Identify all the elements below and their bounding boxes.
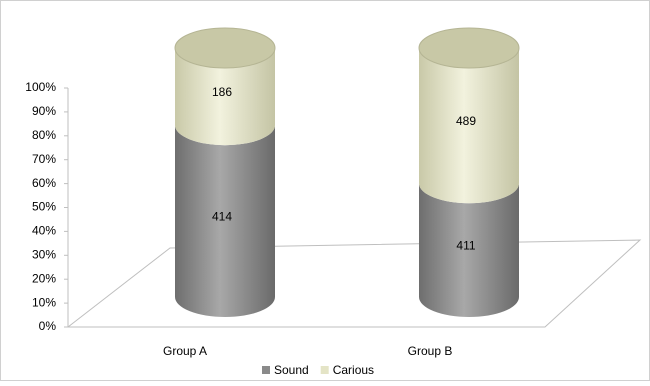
floor: [66, 239, 642, 328]
cylinder-segment: [175, 125, 275, 317]
y-tick-label: 60%: [32, 176, 56, 190]
legend-label: Carious: [333, 363, 374, 377]
y-tick-label: 20%: [32, 271, 56, 285]
x-tick-label: Group B: [408, 344, 453, 358]
cylinder-top: [418, 27, 520, 69]
cylinder-top: [174, 27, 276, 69]
y-tick-label: 50%: [32, 200, 56, 214]
legend-swatch: [320, 366, 329, 374]
data-label: 411: [456, 238, 475, 252]
y-tick-label: 30%: [32, 247, 56, 261]
y-tick-label: 80%: [32, 128, 56, 142]
y-tick-label: 70%: [32, 152, 56, 166]
cylinder-segment: [419, 183, 519, 317]
cylinder-segment: [419, 48, 519, 204]
data-label: 186: [212, 85, 232, 99]
y-tick-label: 100%: [25, 80, 56, 94]
x-tick-label: Group A: [163, 344, 207, 358]
data-label: 489: [456, 114, 476, 128]
y-tick-label: 40%: [32, 224, 56, 238]
cylinder-segment: [175, 48, 275, 146]
y-tick-label: 10%: [32, 295, 56, 309]
y-tick-label: 0%: [39, 319, 57, 333]
data-label: 414: [212, 209, 232, 223]
y-tick-label: 90%: [32, 104, 56, 118]
legend-label: Sound: [274, 363, 309, 377]
legend-swatch: [262, 366, 270, 374]
